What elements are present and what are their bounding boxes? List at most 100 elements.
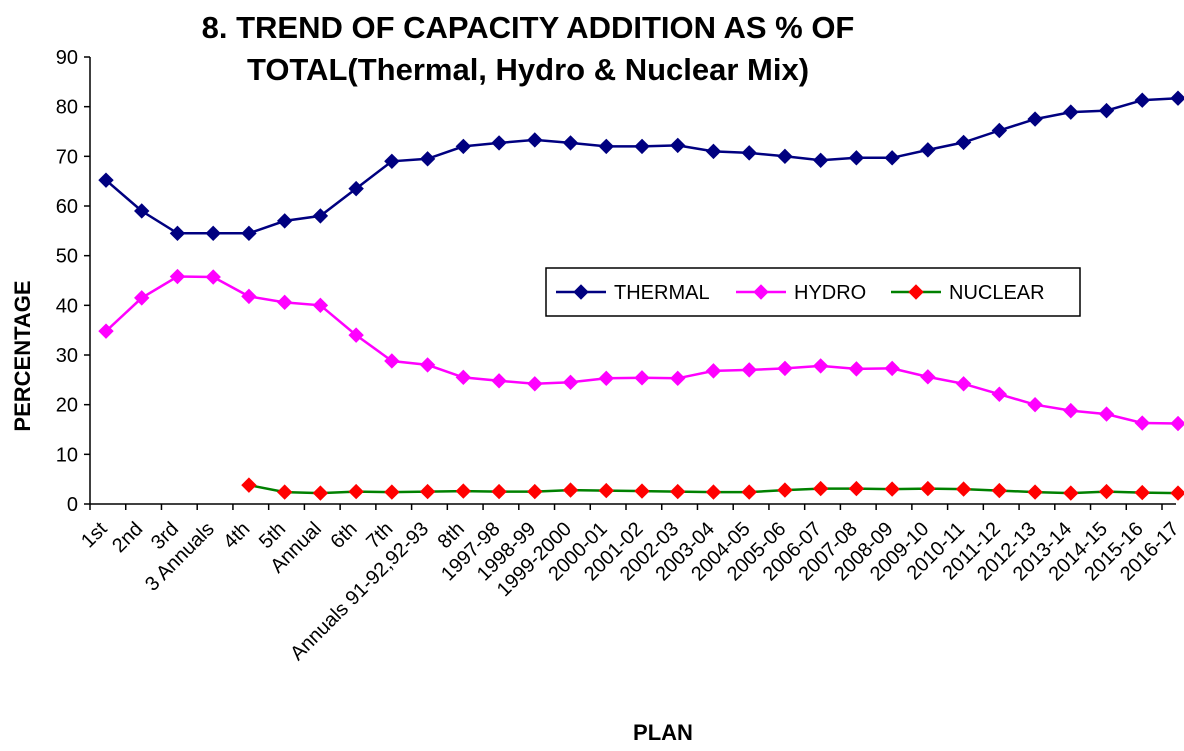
chart-title-line-2: TOTAL(Thermal, Hydro & Nuclear Mix) xyxy=(247,52,809,87)
data-point-hydro xyxy=(991,386,1008,402)
data-point-hydro xyxy=(598,370,614,387)
data-point-thermal xyxy=(705,143,722,160)
data-point-nuclear xyxy=(348,483,364,500)
data-point-thermal xyxy=(491,135,507,151)
data-point-thermal xyxy=(348,180,364,197)
data-point-thermal xyxy=(312,208,329,224)
data-point-hydro xyxy=(348,327,364,343)
data-point-hydro xyxy=(455,369,472,386)
data-point-thermal xyxy=(384,153,400,170)
data-point-hydro xyxy=(920,369,936,385)
series-hydro xyxy=(98,268,1184,432)
data-point-nuclear xyxy=(598,482,614,499)
data-point-thermal xyxy=(848,150,865,166)
legend-item-thermal: THERMAL xyxy=(556,282,710,304)
data-point-thermal xyxy=(98,172,114,188)
chart-title: 8. TREND OF CAPACITY ADDITION AS % OF TO… xyxy=(202,10,855,87)
legend-box xyxy=(545,267,1081,317)
x-tick-label-3-annuals: 3 Annuals xyxy=(141,518,219,596)
legend-swatch-marker xyxy=(908,284,924,300)
data-point-hydro xyxy=(134,290,150,306)
data-point-thermal xyxy=(276,213,293,229)
data-point-nuclear xyxy=(741,484,757,500)
y-tick-label: 80 xyxy=(56,97,78,119)
y-tick-label: 60 xyxy=(56,196,78,218)
data-point-nuclear xyxy=(562,482,579,498)
data-point-thermal xyxy=(562,135,579,151)
data-point-thermal xyxy=(634,138,650,155)
data-point-hydro xyxy=(241,288,257,305)
data-point-thermal xyxy=(1098,102,1115,119)
data-point-hydro xyxy=(276,294,293,311)
data-point-nuclear xyxy=(1098,483,1115,500)
series-thermal xyxy=(98,90,1184,242)
data-point-thermal xyxy=(455,138,472,155)
x-tick-label-2nd: 2nd xyxy=(108,518,147,557)
series-line-thermal xyxy=(105,96,1179,235)
data-point-nuclear xyxy=(705,484,722,500)
y-axis-title: PERCENTAGE xyxy=(10,280,35,431)
data-point-thermal xyxy=(205,225,221,242)
data-point-thermal xyxy=(670,137,686,154)
data-point-hydro xyxy=(1170,415,1184,432)
legend-label-nuclear: NUCLEAR xyxy=(949,282,1045,304)
legend-swatch-marker xyxy=(753,284,769,300)
data-point-hydro xyxy=(205,269,221,285)
data-point-thermal xyxy=(1134,92,1150,108)
data-point-nuclear xyxy=(812,480,829,497)
y-tick-label: 10 xyxy=(56,444,78,466)
data-point-thermal xyxy=(241,225,257,242)
data-point-hydro xyxy=(419,357,436,373)
data-point-thermal xyxy=(1027,111,1043,127)
data-point-nuclear xyxy=(527,483,543,500)
data-point-nuclear xyxy=(241,477,257,493)
data-point-thermal xyxy=(955,134,972,151)
data-point-hydro xyxy=(527,376,543,392)
data-point-nuclear xyxy=(1027,484,1043,500)
data-point-hydro xyxy=(705,363,722,379)
series-lines xyxy=(98,90,1184,501)
chart-title-line-1: 8. TREND OF CAPACITY ADDITION AS % OF xyxy=(202,10,855,45)
data-point-hydro xyxy=(848,361,865,377)
y-tick-label: 70 xyxy=(56,146,78,168)
y-tick-label: 90 xyxy=(56,47,78,69)
legend-swatch-marker xyxy=(573,284,589,300)
y-tick-label: 0 xyxy=(67,494,78,516)
data-point-thermal xyxy=(884,150,900,166)
data-point-thermal xyxy=(1063,104,1079,120)
y-tick-label: 20 xyxy=(56,395,78,417)
data-point-thermal xyxy=(812,152,829,169)
data-point-thermal xyxy=(527,132,543,148)
data-point-hydro xyxy=(1027,396,1043,413)
data-point-hydro xyxy=(491,373,507,389)
data-point-hydro xyxy=(98,323,114,339)
data-point-nuclear xyxy=(670,483,686,500)
legend: THERMAL HYDRO NUCLEAR xyxy=(545,267,1081,317)
data-point-nuclear xyxy=(1134,484,1150,501)
data-point-thermal xyxy=(134,203,150,219)
data-point-nuclear xyxy=(777,482,793,498)
y-axis-ticks: 0 10 20 30 40 50 60 70 80 90 xyxy=(56,47,90,516)
data-point-hydro xyxy=(384,353,400,369)
data-point-nuclear xyxy=(920,480,936,497)
data-point-thermal xyxy=(991,122,1008,139)
data-point-nuclear xyxy=(1063,485,1079,501)
x-tick-label-1st: 1st xyxy=(77,518,112,553)
data-point-nuclear xyxy=(491,483,507,500)
x-tick-label-4th: 4th xyxy=(219,518,254,553)
data-point-nuclear xyxy=(955,481,972,497)
axes xyxy=(89,57,1176,505)
data-point-nuclear xyxy=(884,481,900,497)
x-axis-title: PLAN xyxy=(633,720,693,745)
data-point-thermal xyxy=(419,151,436,167)
data-point-hydro xyxy=(1134,415,1150,431)
data-point-hydro xyxy=(884,360,900,377)
data-point-thermal xyxy=(598,138,614,155)
data-point-hydro xyxy=(1098,406,1115,422)
y-tick-label: 30 xyxy=(56,345,78,367)
data-point-nuclear xyxy=(384,484,400,500)
series-nuclear xyxy=(241,477,1184,501)
